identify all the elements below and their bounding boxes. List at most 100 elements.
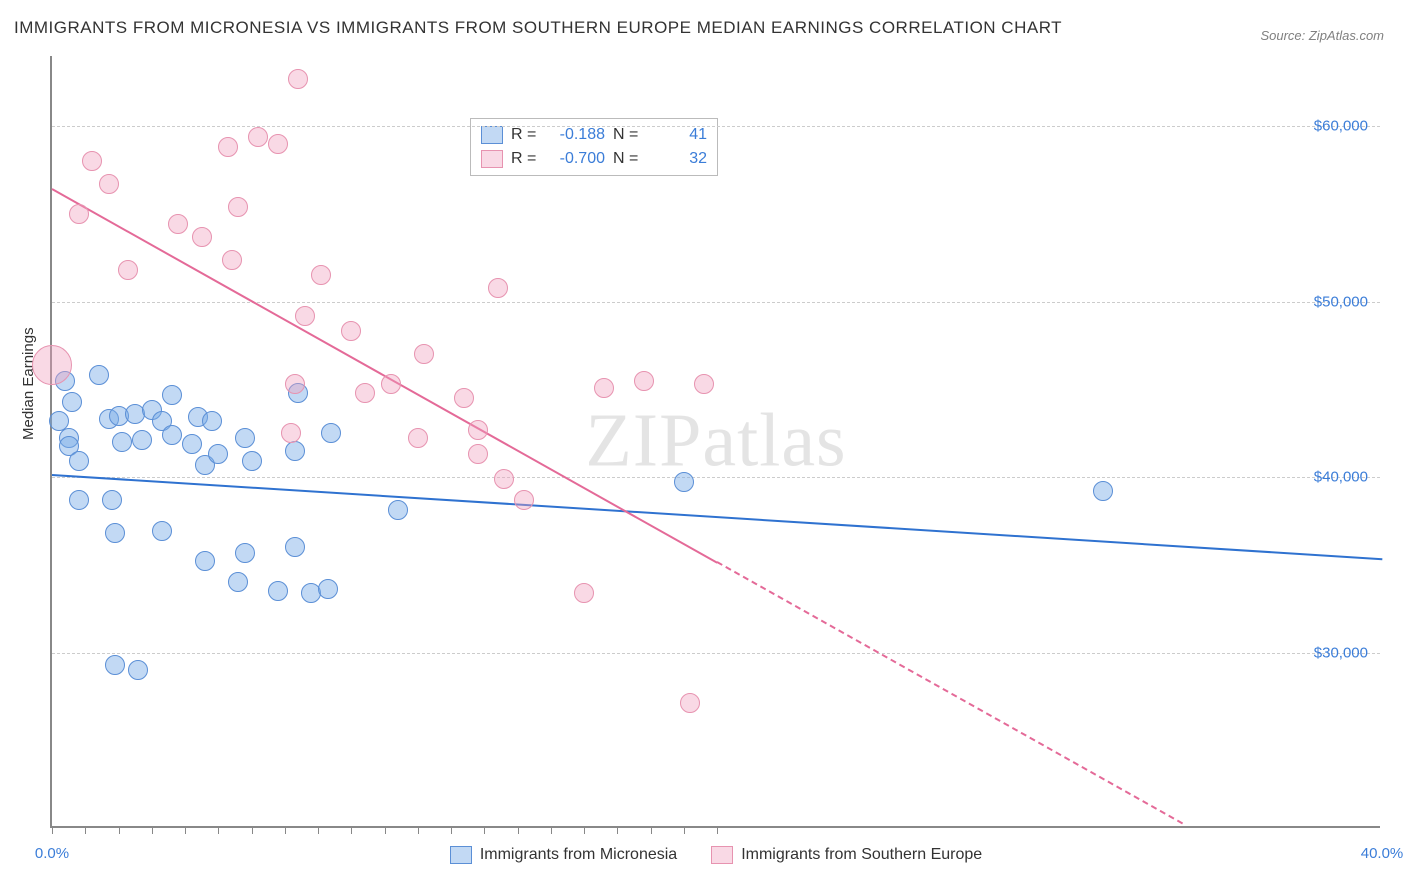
- scatter-point: [112, 432, 132, 452]
- scatter-point: [281, 423, 301, 443]
- r-value: -0.188: [549, 126, 605, 144]
- scatter-point: [355, 383, 375, 403]
- x-tick: [385, 826, 386, 834]
- r-label: R =: [511, 126, 541, 144]
- scatter-point: [321, 423, 341, 443]
- y-tick-label: $50,000: [1314, 293, 1368, 310]
- watermark: ZIPatlas: [585, 398, 846, 485]
- scatter-point: [69, 451, 89, 471]
- x-tick: [651, 826, 652, 834]
- x-tick: [451, 826, 452, 834]
- scatter-point: [311, 265, 331, 285]
- scatter-point: [248, 127, 268, 147]
- scatter-point: [105, 523, 125, 543]
- x-tick: [551, 826, 552, 834]
- scatter-point: [105, 655, 125, 675]
- y-tick-label: $30,000: [1314, 644, 1368, 661]
- scatter-point: [295, 306, 315, 326]
- n-value: 41: [651, 126, 707, 144]
- scatter-point: [195, 551, 215, 571]
- trend-line: [717, 561, 1183, 824]
- x-tick: [684, 826, 685, 834]
- x-tick: [617, 826, 618, 834]
- r-label: R =: [511, 150, 541, 168]
- scatter-point: [288, 69, 308, 89]
- swatch-series-2: [711, 846, 733, 864]
- swatch-series-2: [481, 150, 503, 168]
- scatter-point: [268, 134, 288, 154]
- scatter-point: [102, 490, 122, 510]
- chart-plot-area: ZIPatlas R = -0.188 N = 41 R = -0.700 N …: [50, 56, 1380, 828]
- x-tick-label: 40.0%: [1361, 845, 1404, 862]
- scatter-point: [235, 543, 255, 563]
- r-value: -0.700: [549, 150, 605, 168]
- scatter-point: [228, 572, 248, 592]
- scatter-point: [132, 430, 152, 450]
- chart-title: IMMIGRANTS FROM MICRONESIA VS IMMIGRANTS…: [14, 18, 1062, 38]
- x-tick: [185, 826, 186, 834]
- scatter-point: [341, 321, 361, 341]
- scatter-point: [168, 214, 188, 234]
- legend-row-series-2: R = -0.700 N = 32: [481, 147, 707, 171]
- x-tick: [717, 826, 718, 834]
- scatter-point: [594, 378, 614, 398]
- scatter-point: [152, 521, 172, 541]
- y-axis-label: Median Earnings: [20, 327, 37, 440]
- swatch-series-1: [481, 126, 503, 144]
- gridline: [52, 126, 1380, 127]
- scatter-point: [69, 204, 89, 224]
- scatter-point: [218, 137, 238, 157]
- scatter-point: [235, 428, 255, 448]
- scatter-point: [674, 472, 694, 492]
- x-tick: [52, 826, 53, 834]
- x-tick: [85, 826, 86, 834]
- scatter-point: [89, 365, 109, 385]
- x-tick: [285, 826, 286, 834]
- scatter-point: [202, 411, 222, 431]
- scatter-point: [228, 197, 248, 217]
- scatter-point: [99, 174, 119, 194]
- scatter-point: [680, 693, 700, 713]
- scatter-point: [285, 374, 305, 394]
- x-tick: [584, 826, 585, 834]
- x-tick: [351, 826, 352, 834]
- scatter-point: [574, 583, 594, 603]
- scatter-point: [454, 388, 474, 408]
- scatter-point: [162, 385, 182, 405]
- scatter-point: [694, 374, 714, 394]
- x-tick: [484, 826, 485, 834]
- scatter-point: [285, 441, 305, 461]
- scatter-point: [381, 374, 401, 394]
- scatter-point: [118, 260, 138, 280]
- series-name: Immigrants from Micronesia: [480, 846, 677, 864]
- scatter-point: [49, 411, 69, 431]
- scatter-point: [69, 490, 89, 510]
- legend-item-series-1: Immigrants from Micronesia: [450, 846, 677, 864]
- scatter-point: [62, 392, 82, 412]
- scatter-point: [192, 227, 212, 247]
- scatter-point: [468, 420, 488, 440]
- x-tick: [518, 826, 519, 834]
- scatter-point: [268, 581, 288, 601]
- scatter-point: [634, 371, 654, 391]
- series-name: Immigrants from Southern Europe: [741, 846, 982, 864]
- scatter-point: [162, 425, 182, 445]
- scatter-point: [494, 469, 514, 489]
- source-text: Source: ZipAtlas.com: [1260, 28, 1384, 43]
- y-tick-label: $40,000: [1314, 469, 1368, 486]
- gridline: [52, 653, 1380, 654]
- x-tick: [318, 826, 319, 834]
- scatter-point: [488, 278, 508, 298]
- x-tick: [152, 826, 153, 834]
- n-label: N =: [613, 150, 643, 168]
- x-tick: [252, 826, 253, 834]
- scatter-point: [128, 660, 148, 680]
- scatter-point: [1093, 481, 1113, 501]
- scatter-point: [182, 434, 202, 454]
- scatter-point: [222, 250, 242, 270]
- scatter-point: [468, 444, 488, 464]
- scatter-point: [514, 490, 534, 510]
- n-label: N =: [613, 126, 643, 144]
- x-tick: [418, 826, 419, 834]
- scatter-point: [82, 151, 102, 171]
